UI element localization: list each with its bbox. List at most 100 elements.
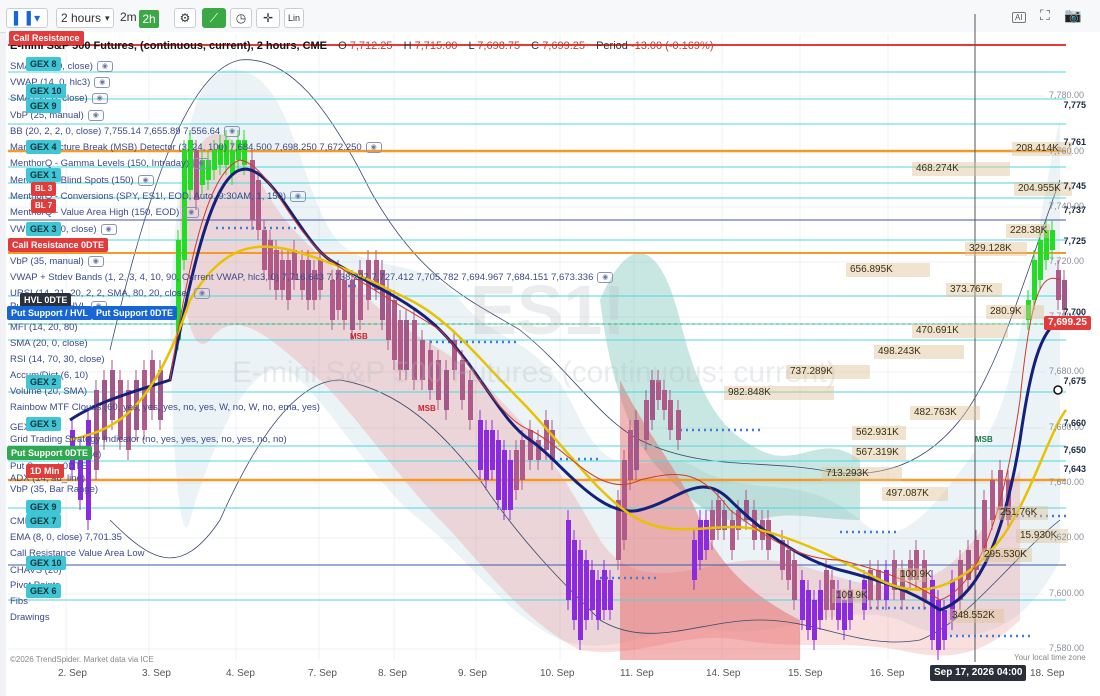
candle-body — [286, 260, 291, 300]
call-resistance-0dte-tag[interactable]: Call Resistance 0DTE — [8, 238, 109, 252]
gex-tag[interactable]: GEX 9 — [26, 99, 61, 113]
volume-profile-bar — [996, 506, 1048, 520]
eye-icon[interactable]: ◉ — [91, 93, 108, 104]
candle-body — [1032, 260, 1037, 300]
eye-icon[interactable]: ◉ — [193, 158, 209, 169]
gex-tag[interactable]: GEX 5 — [26, 417, 61, 431]
gex-tag[interactable]: GEX 1 — [26, 168, 61, 182]
eye-icon[interactable]: ◉ — [100, 224, 117, 235]
indicator-item[interactable]: GEX 5 — [10, 422, 38, 434]
eye-icon[interactable]: ◉ — [94, 77, 111, 88]
indicator-item[interactable]: Call Resistance Value Area Low — [10, 548, 144, 560]
clock-icon: ◷ — [235, 11, 247, 25]
indicator-item[interactable]: VbP (35, Bar Range) — [10, 484, 98, 496]
top-toolbar: ▌▐ ▾ 2 hours ▾ 2m 2h ⚙ ⟋ ◷ ✛ Lin AI ⛶ 📷 — [0, 0, 1100, 33]
interval-select[interactable]: 2 hours ▾ — [56, 8, 114, 28]
indicator-item[interactable]: Market Structure Break (MSB) Detector (3… — [10, 142, 382, 154]
expand-button[interactable]: ⛶ — [1040, 7, 1050, 24]
eye-icon[interactable]: ◉ — [183, 207, 200, 218]
gex-tag[interactable]: GEX 8 — [26, 57, 61, 71]
volume-profile-bar — [724, 386, 834, 400]
footer-timezone[interactable]: Your local time zone — [1014, 653, 1086, 662]
lin-scale-button[interactable]: Lin — [284, 8, 304, 28]
indicator-item[interactable]: EMA (8, 0, close) 7,701.35 — [10, 532, 122, 544]
interval-2h-button[interactable]: 2h — [139, 10, 159, 28]
eye-icon[interactable]: ◉ — [87, 110, 104, 121]
indicator-item[interactable]: BB (20, 2, 2, 0, close) 7,755.14 7,655.8… — [10, 126, 241, 138]
indicator-item[interactable]: MenthorQ - Blind Spots (150) ◉ — [10, 175, 154, 187]
candle-body — [848, 590, 853, 620]
indicator-item[interactable]: VbP (35, manual) ◉ — [10, 256, 104, 268]
candle-body — [224, 140, 229, 165]
indicator-label: VbP (25, manual) — [10, 110, 84, 122]
indicator-item[interactable]: Rainbow MTF Clouds (60, yes, yes, yes, n… — [10, 402, 320, 414]
candle-body — [274, 250, 279, 290]
indicator-item[interactable]: VbP (25, manual) ◉ — [10, 110, 104, 122]
indicator-item[interactable]: RSI (14, 70, 30, close) — [10, 354, 105, 366]
volume-profile-label: 348.552K — [952, 610, 995, 621]
chart-type-button[interactable]: ▌▐ ▾ — [6, 8, 48, 28]
camera-button[interactable]: 📷 — [1064, 7, 1081, 24]
indicator-item[interactable]: SMA (50, 0, close)◉ — [10, 93, 108, 105]
indicator-item[interactable]: Grid Trading Strategy Indicator (no, yes… — [10, 434, 287, 446]
indicator-item[interactable]: ADX (14, ad_line) — [10, 473, 85, 485]
eye-icon[interactable]: ◉ — [365, 142, 382, 153]
gex-tag[interactable]: GEX 10 — [26, 84, 66, 98]
indicator-item[interactable]: SMA (20, 0, close) — [10, 338, 88, 350]
eye-icon[interactable]: ◉ — [289, 191, 306, 202]
bl7-tag[interactable]: BL 7 — [31, 199, 57, 213]
gex-tag[interactable]: GEX 3 — [26, 222, 61, 236]
indicator-item[interactable]: Drawings — [10, 612, 50, 624]
time-axis-label: 2. Sep — [58, 668, 87, 679]
candle-body — [908, 560, 913, 580]
gex-tag[interactable]: GEX 10 — [26, 556, 66, 570]
eye-icon[interactable]: ◉ — [137, 175, 154, 186]
candle-body — [830, 580, 835, 610]
crosshair-button[interactable]: ✛ — [256, 8, 280, 28]
indicator-item[interactable]: CHAVS (20) — [10, 565, 62, 577]
volume-profile-label: 295.530K — [984, 549, 1027, 560]
candle-body — [300, 260, 305, 290]
indicator-item[interactable]: VWAP (14, 0, hlc3) ◉ — [10, 77, 111, 89]
settings-button[interactable]: ⚙ — [174, 8, 196, 28]
gex-tag[interactable]: GEX 6 — [26, 584, 61, 598]
price-level-tag: 7,737 — [1063, 205, 1086, 215]
clock-button[interactable]: ◷ — [230, 8, 252, 28]
eye-icon[interactable]: ◉ — [597, 272, 614, 283]
indicator-button[interactable]: ⟋ — [202, 8, 226, 28]
gex-tag[interactable]: GEX 7 — [26, 514, 61, 528]
put-support-0dte-tag-2[interactable]: Put Support 0DTE — [7, 446, 92, 460]
indicator-item[interactable]: MenthorQ - Conversions (SPY, ES1!, EOD, … — [10, 191, 306, 203]
indicator-label: MenthorQ - Gamma Levels (150, Intraday) — [10, 158, 189, 170]
gex-tag[interactable]: GEX 4 — [26, 140, 61, 154]
interval-2m-button[interactable]: 2m — [120, 10, 137, 24]
indicator-item[interactable]: VWAP + Stdev Bands (1, 2, 3, 4, 10, 90, … — [10, 272, 614, 284]
indicator-label: Rainbow MTF Clouds (60, yes, yes, yes, n… — [10, 402, 320, 413]
eye-icon[interactable]: ◉ — [194, 288, 211, 299]
indicator-item[interactable]: Volume (20, SMA) — [10, 386, 87, 398]
indicator-item[interactable]: MFI (14, 20, 80) — [10, 322, 78, 334]
volume-profile-bar — [852, 446, 906, 460]
eye-icon[interactable]: ◉ — [87, 256, 104, 267]
ai-button[interactable]: AI — [1012, 9, 1026, 23]
indicator-item[interactable]: URSI (14, 21, 20, 2, 2, SMA, 80, 20, clo… — [10, 288, 211, 300]
call-resistance-tag[interactable]: Call Resistance — [9, 31, 84, 45]
eye-icon[interactable]: ◉ — [96, 61, 113, 72]
candle-body — [436, 360, 441, 400]
volume-profile-label: 228.38K — [1010, 225, 1048, 236]
gex-tag[interactable]: GEX 2 — [26, 375, 61, 389]
gex-tag[interactable]: GEX 9 — [26, 500, 61, 514]
msb-label-3: MSB — [975, 435, 993, 444]
bl3-tag[interactable]: BL 3 — [31, 182, 57, 196]
candle-body — [444, 370, 449, 410]
candle-body — [692, 540, 697, 580]
put-support-hvl-tag[interactable]: Put Support / HVL — [7, 306, 92, 320]
hvl-0dte-tag[interactable]: HVL 0DTE — [20, 293, 72, 307]
indicator-item[interactable]: Fibs — [10, 596, 28, 608]
indicator-item[interactable]: MenthorQ - Gamma Levels (150, Intraday) ◉ — [10, 158, 209, 170]
indicator-item[interactable]: MenthorQ - Value Area High (150, EOD) ◉ — [10, 207, 200, 219]
put-support-0dte-tag[interactable]: Put Support 0DTE — [92, 306, 177, 320]
one-d-min-tag[interactable]: 1D Min — [26, 464, 64, 478]
eye-icon[interactable]: ◉ — [224, 126, 241, 137]
